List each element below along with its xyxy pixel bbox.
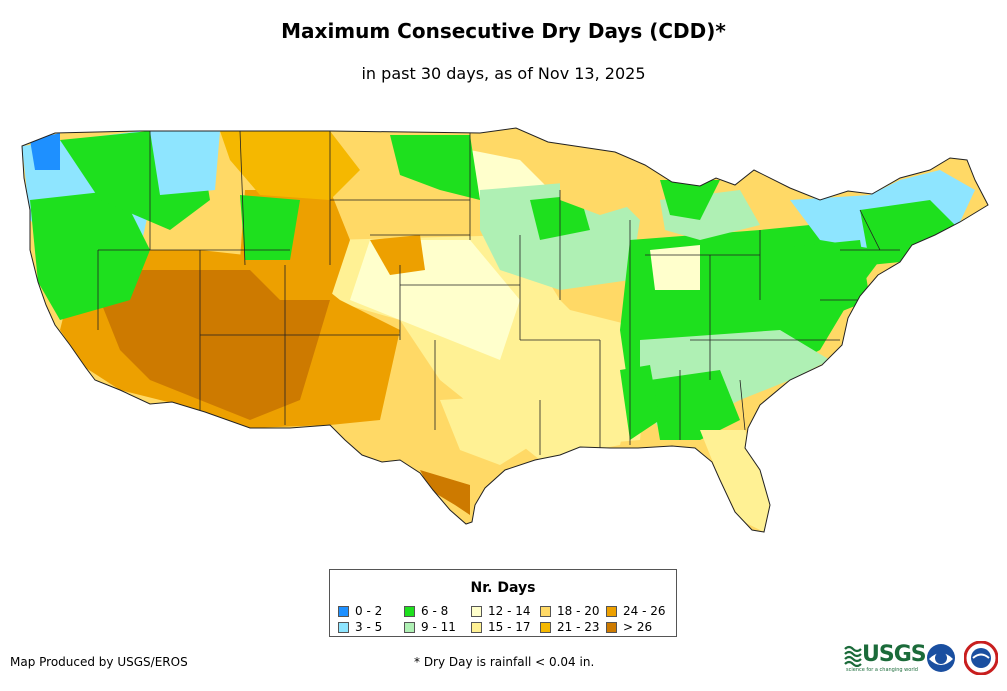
nws-logo-icon xyxy=(964,641,998,675)
legend-swatch xyxy=(471,606,482,617)
legend-item: 9 - 11 xyxy=(404,620,456,634)
usgs-logo-icon xyxy=(844,645,862,667)
legend-swatch xyxy=(404,606,415,617)
map-credit: Map Produced by USGS/EROS xyxy=(10,655,188,669)
legend-item: 0 - 2 xyxy=(338,604,382,618)
legend-swatch xyxy=(338,606,349,617)
noaa-logo-icon xyxy=(927,644,955,672)
usgs-tagline: science for a changing world xyxy=(846,667,918,673)
legend-swatch xyxy=(606,606,617,617)
legend-swatch xyxy=(606,622,617,633)
agency-logos: USGS science for a changing world xyxy=(844,640,1004,680)
legend-swatch xyxy=(404,622,415,633)
legend-item: 3 - 5 xyxy=(338,620,382,634)
legend-item: 24 - 26 xyxy=(606,604,666,618)
legend-item: 21 - 23 xyxy=(540,620,600,634)
footnote: * Dry Day is rainfall < 0.04 in. xyxy=(414,655,595,669)
map-subtitle: in past 30 days, as of Nov 13, 2025 xyxy=(361,64,646,83)
legend-item: 18 - 20 xyxy=(540,604,600,618)
legend-swatch xyxy=(540,606,551,617)
legend-swatch xyxy=(540,622,551,633)
usgs-wordmark: USGS xyxy=(862,642,927,667)
legend-swatch xyxy=(338,622,349,633)
legend-item: 12 - 14 xyxy=(471,604,531,618)
legend-item: 15 - 17 xyxy=(471,620,531,634)
legend-item: > 26 xyxy=(606,620,652,634)
legend-swatch xyxy=(471,622,482,633)
map-title: Maximum Consecutive Dry Days (CDD)* xyxy=(281,19,726,43)
legend-title: Nr. Days xyxy=(470,580,536,596)
legend: Nr. Days 0 - 2 3 - 5 6 - 8 9 - 11 12 - 1… xyxy=(329,569,677,637)
legend-item: 6 - 8 xyxy=(404,604,448,618)
